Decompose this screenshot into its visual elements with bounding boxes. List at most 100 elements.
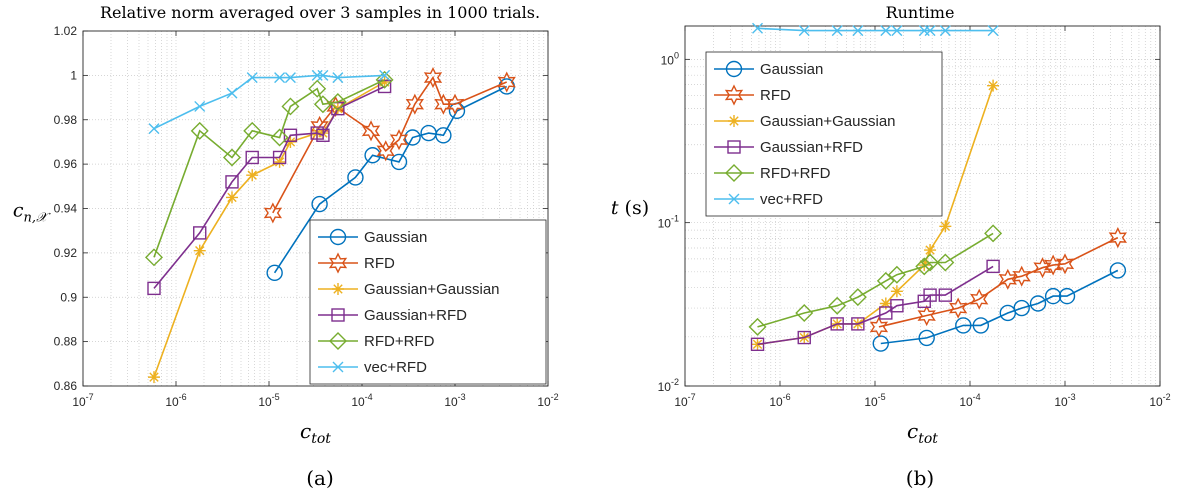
data-point xyxy=(1055,253,1075,275)
data-point xyxy=(376,140,395,162)
data-point xyxy=(273,155,286,168)
data-point xyxy=(145,248,163,267)
legend-label: RFD+RFD xyxy=(760,165,831,182)
y-tick-label: 0.9 xyxy=(60,290,77,304)
data-point xyxy=(890,299,904,313)
series-line xyxy=(153,85,385,289)
series-rfd xyxy=(869,227,1128,338)
x-axis-label: ctot xyxy=(907,419,938,447)
data-point xyxy=(361,120,381,142)
x-tick-label: 10-2 xyxy=(537,392,558,409)
legend-label: vec+RFD xyxy=(760,191,823,208)
data-point xyxy=(375,70,394,89)
legend-label: Gaussian xyxy=(364,229,427,246)
legend-marker xyxy=(725,164,743,182)
data-point xyxy=(986,259,1000,274)
data-point xyxy=(1044,287,1062,305)
y-tick-label: 100 xyxy=(661,50,679,67)
data-point xyxy=(831,25,843,37)
x-tick-label: 10-4 xyxy=(351,392,372,409)
data-point xyxy=(970,288,989,310)
x-tick-label: 10-2 xyxy=(1149,392,1170,409)
data-point xyxy=(270,128,289,147)
data-point xyxy=(223,148,241,167)
legend-label: Gaussian+RFD xyxy=(760,139,863,156)
series-rfd-plus-rfd xyxy=(748,224,1003,336)
x-axis-label: ctot xyxy=(300,419,331,447)
data-point xyxy=(274,72,286,84)
chart-a-title: Relative norm averaged over 3 samples in… xyxy=(100,3,540,22)
x-tick-label: 10-3 xyxy=(1054,392,1075,409)
legend-marker xyxy=(724,84,744,106)
data-point xyxy=(147,371,160,384)
data-point xyxy=(284,72,296,84)
legend-box xyxy=(705,51,943,217)
data-point xyxy=(924,244,937,257)
data-point xyxy=(918,329,935,347)
data-point xyxy=(1033,257,1052,279)
legend-marker xyxy=(332,283,344,295)
data-point xyxy=(317,69,329,81)
data-point xyxy=(263,202,283,224)
data-point xyxy=(938,288,953,302)
legend-label: RFD xyxy=(364,255,395,272)
data-point xyxy=(316,128,330,142)
series-vec-plus-rfd xyxy=(752,22,999,37)
data-point xyxy=(147,281,161,296)
x-tick-label: 10-4 xyxy=(959,392,980,409)
data-point xyxy=(226,87,238,99)
y-tick-label: 0.86 xyxy=(54,379,78,393)
data-point xyxy=(972,317,990,334)
data-point xyxy=(872,335,889,352)
series-line xyxy=(272,75,508,214)
legend-marker xyxy=(727,140,741,154)
legend-label: vec+RFD xyxy=(364,359,427,376)
data-point xyxy=(311,195,328,213)
data-point xyxy=(795,303,814,322)
series-line xyxy=(757,27,994,32)
data-point xyxy=(987,25,999,37)
data-point xyxy=(1012,265,1031,287)
data-point xyxy=(246,169,259,182)
legend-label: RFD xyxy=(760,87,791,104)
legend-label: Gaussian xyxy=(760,61,823,78)
data-point xyxy=(828,296,847,315)
legend: Gaussian RFD Gaussian+Gaussian Gaussian+RFD… xyxy=(705,51,943,217)
data-point xyxy=(851,317,865,331)
series-line xyxy=(153,74,385,130)
data-point xyxy=(272,150,287,165)
legend-marker xyxy=(331,308,345,322)
legend-label: RFD+RFD xyxy=(364,333,435,350)
data-point xyxy=(879,306,893,320)
y-tick-label: 0.88 xyxy=(54,335,78,349)
data-point xyxy=(830,317,844,331)
data-point xyxy=(266,264,283,282)
data-point xyxy=(750,337,765,352)
data-point xyxy=(497,71,516,93)
data-point xyxy=(879,297,892,310)
x-tick-label: 10-3 xyxy=(444,392,465,409)
data-point xyxy=(243,121,262,140)
data-point xyxy=(390,153,408,171)
x-tick-label: 10-6 xyxy=(769,392,790,409)
data-point xyxy=(852,25,864,37)
data-point xyxy=(405,93,425,115)
y-axis-label: t (s) xyxy=(611,197,649,219)
x-tick-label: 10-5 xyxy=(864,392,885,409)
legend-box xyxy=(309,219,547,385)
data-point xyxy=(225,175,239,189)
data-point xyxy=(308,79,327,98)
data-point xyxy=(423,67,443,89)
series-vec-plus-rfd xyxy=(148,69,391,135)
legend-marker xyxy=(329,332,347,350)
data-point xyxy=(1013,299,1030,317)
data-point xyxy=(948,297,968,319)
data-point xyxy=(193,226,207,240)
legend-marker xyxy=(728,115,740,127)
data-point xyxy=(313,95,332,114)
legend: Gaussian RFD Gaussian+Gaussian Gaussian+RFD… xyxy=(309,219,547,385)
y-tick-label: 0.92 xyxy=(54,246,78,260)
data-point xyxy=(924,25,936,37)
data-point xyxy=(797,330,811,345)
legend-label: Gaussian+Gaussian xyxy=(760,113,896,130)
